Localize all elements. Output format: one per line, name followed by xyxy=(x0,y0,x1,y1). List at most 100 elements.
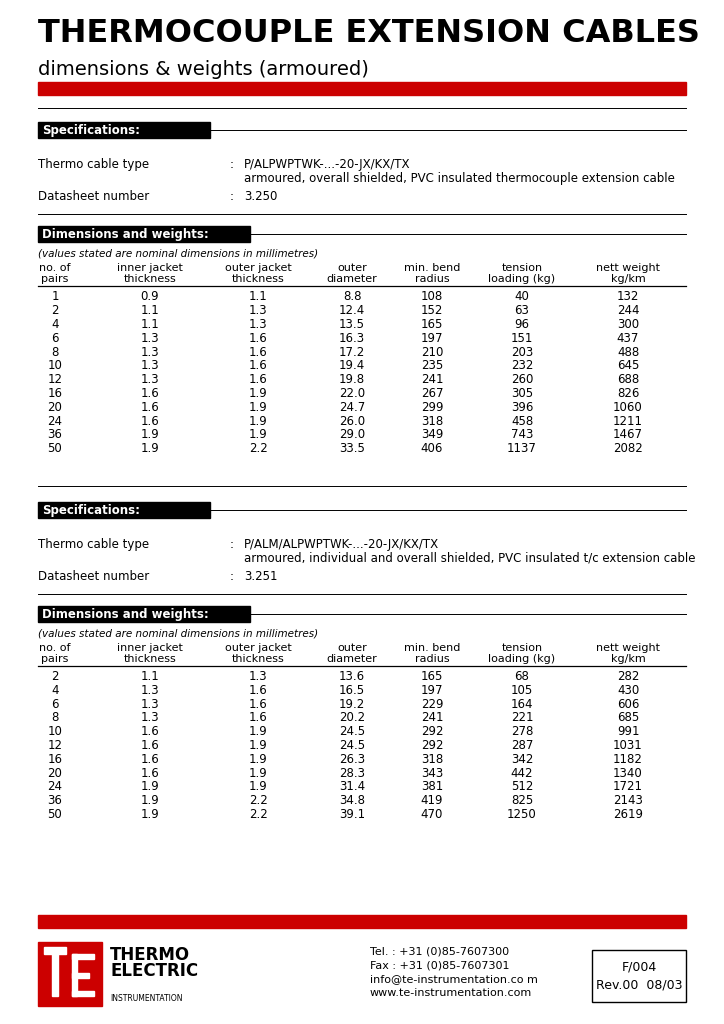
Bar xyxy=(38,122,210,138)
Bar xyxy=(52,954,58,996)
Text: 50: 50 xyxy=(48,442,62,456)
Text: 1.3: 1.3 xyxy=(140,332,159,345)
Text: outer: outer xyxy=(337,263,367,273)
Text: 1.3: 1.3 xyxy=(248,304,267,317)
Text: dimensions & weights (armoured): dimensions & weights (armoured) xyxy=(38,60,369,79)
Text: 241: 241 xyxy=(421,712,443,724)
Text: 24.5: 24.5 xyxy=(339,725,365,738)
Text: 2.2: 2.2 xyxy=(248,808,267,821)
Text: 512: 512 xyxy=(511,780,533,794)
Text: Specifications:: Specifications: xyxy=(42,504,140,516)
Text: 645: 645 xyxy=(617,359,639,373)
Text: 13.5: 13.5 xyxy=(339,318,365,331)
Bar xyxy=(38,915,686,928)
Text: 458: 458 xyxy=(511,415,533,428)
Text: min. bend: min. bend xyxy=(404,263,460,273)
Text: 430: 430 xyxy=(617,684,639,696)
Text: 406: 406 xyxy=(421,442,443,456)
Text: Thermo cable type: Thermo cable type xyxy=(38,158,149,171)
Text: thickness: thickness xyxy=(232,653,285,664)
Text: 1.3: 1.3 xyxy=(140,359,159,373)
Text: 1.6: 1.6 xyxy=(140,415,159,428)
Text: kg/km: kg/km xyxy=(610,653,645,664)
Text: 419: 419 xyxy=(421,795,443,807)
Text: :: : xyxy=(230,158,234,171)
Text: 1.1: 1.1 xyxy=(140,304,159,317)
Text: 1.9: 1.9 xyxy=(140,428,159,441)
Text: Dimensions and weights:: Dimensions and weights: xyxy=(42,228,209,241)
Text: 1.3: 1.3 xyxy=(140,345,159,358)
Text: 826: 826 xyxy=(617,387,639,400)
Text: 292: 292 xyxy=(421,739,443,752)
Text: thickness: thickness xyxy=(124,274,177,284)
Text: 442: 442 xyxy=(510,767,534,779)
Text: 1340: 1340 xyxy=(613,767,643,779)
Text: 17.2: 17.2 xyxy=(339,345,365,358)
Text: 1.6: 1.6 xyxy=(248,684,267,696)
Text: 685: 685 xyxy=(617,712,639,724)
Text: 13.6: 13.6 xyxy=(339,670,365,683)
Text: 1.1: 1.1 xyxy=(248,291,267,303)
Text: ELECTRIC: ELECTRIC xyxy=(110,962,198,980)
Text: 1137: 1137 xyxy=(507,442,537,456)
Text: 991: 991 xyxy=(617,725,639,738)
Text: 19.8: 19.8 xyxy=(339,373,365,386)
Text: 1.3: 1.3 xyxy=(140,712,159,724)
Text: 1.9: 1.9 xyxy=(248,739,267,752)
Text: outer: outer xyxy=(337,643,367,652)
Text: Datasheet number: Datasheet number xyxy=(38,190,149,203)
Text: 8: 8 xyxy=(51,345,59,358)
Text: www.te-instrumentation.com: www.te-instrumentation.com xyxy=(370,988,532,998)
Text: pairs: pairs xyxy=(41,653,69,664)
Text: 6: 6 xyxy=(51,332,59,345)
Text: 24: 24 xyxy=(48,415,62,428)
Text: 39.1: 39.1 xyxy=(339,808,365,821)
Text: info@te-instrumentation.co m: info@te-instrumentation.co m xyxy=(370,974,538,984)
Text: P/ALPWPTWK-...-20-JX/KX/TX: P/ALPWPTWK-...-20-JX/KX/TX xyxy=(244,158,411,171)
Text: 1.6: 1.6 xyxy=(140,400,159,414)
Text: min. bend: min. bend xyxy=(404,643,460,652)
Text: 1721: 1721 xyxy=(613,780,643,794)
Bar xyxy=(72,973,89,978)
Text: 300: 300 xyxy=(617,318,639,331)
Text: 68: 68 xyxy=(515,670,529,683)
Text: 1.6: 1.6 xyxy=(248,332,267,345)
Text: Specifications:: Specifications: xyxy=(42,124,140,137)
Text: 2143: 2143 xyxy=(613,795,643,807)
Text: 210: 210 xyxy=(421,345,443,358)
Text: 1.6: 1.6 xyxy=(140,753,159,766)
Text: no. of: no. of xyxy=(39,643,71,652)
Text: 36: 36 xyxy=(48,428,62,441)
Text: 1.9: 1.9 xyxy=(248,400,267,414)
Text: (values stated are nominal dimensions in millimetres): (values stated are nominal dimensions in… xyxy=(38,629,318,639)
Text: 1: 1 xyxy=(51,291,59,303)
Text: inner jacket: inner jacket xyxy=(117,643,183,652)
Text: 221: 221 xyxy=(510,712,534,724)
Text: 6: 6 xyxy=(51,697,59,711)
Text: 318: 318 xyxy=(421,415,443,428)
Text: radius: radius xyxy=(415,653,450,664)
Text: 197: 197 xyxy=(421,332,443,345)
Text: 1.9: 1.9 xyxy=(248,415,267,428)
Text: 4: 4 xyxy=(51,318,59,331)
Text: 8.8: 8.8 xyxy=(342,291,361,303)
Text: 24.7: 24.7 xyxy=(339,400,365,414)
Text: 2: 2 xyxy=(51,670,59,683)
Text: 688: 688 xyxy=(617,373,639,386)
Text: 241: 241 xyxy=(421,373,443,386)
Text: 152: 152 xyxy=(421,304,443,317)
Text: INSTRUMENTATION: INSTRUMENTATION xyxy=(110,994,182,1002)
Text: 292: 292 xyxy=(421,725,443,738)
Text: 260: 260 xyxy=(511,373,533,386)
Text: 1060: 1060 xyxy=(613,400,643,414)
Text: 3.251: 3.251 xyxy=(244,569,277,583)
Text: 1.1: 1.1 xyxy=(140,670,159,683)
Text: 12: 12 xyxy=(48,739,62,752)
Text: 20.2: 20.2 xyxy=(339,712,365,724)
Text: nett weight: nett weight xyxy=(596,643,660,652)
Bar xyxy=(44,947,66,954)
Text: no. of: no. of xyxy=(39,263,71,273)
Text: 28.3: 28.3 xyxy=(339,767,365,779)
Text: 343: 343 xyxy=(421,767,443,779)
Text: THERMOCOUPLE EXTENSION CABLES: THERMOCOUPLE EXTENSION CABLES xyxy=(38,18,700,49)
